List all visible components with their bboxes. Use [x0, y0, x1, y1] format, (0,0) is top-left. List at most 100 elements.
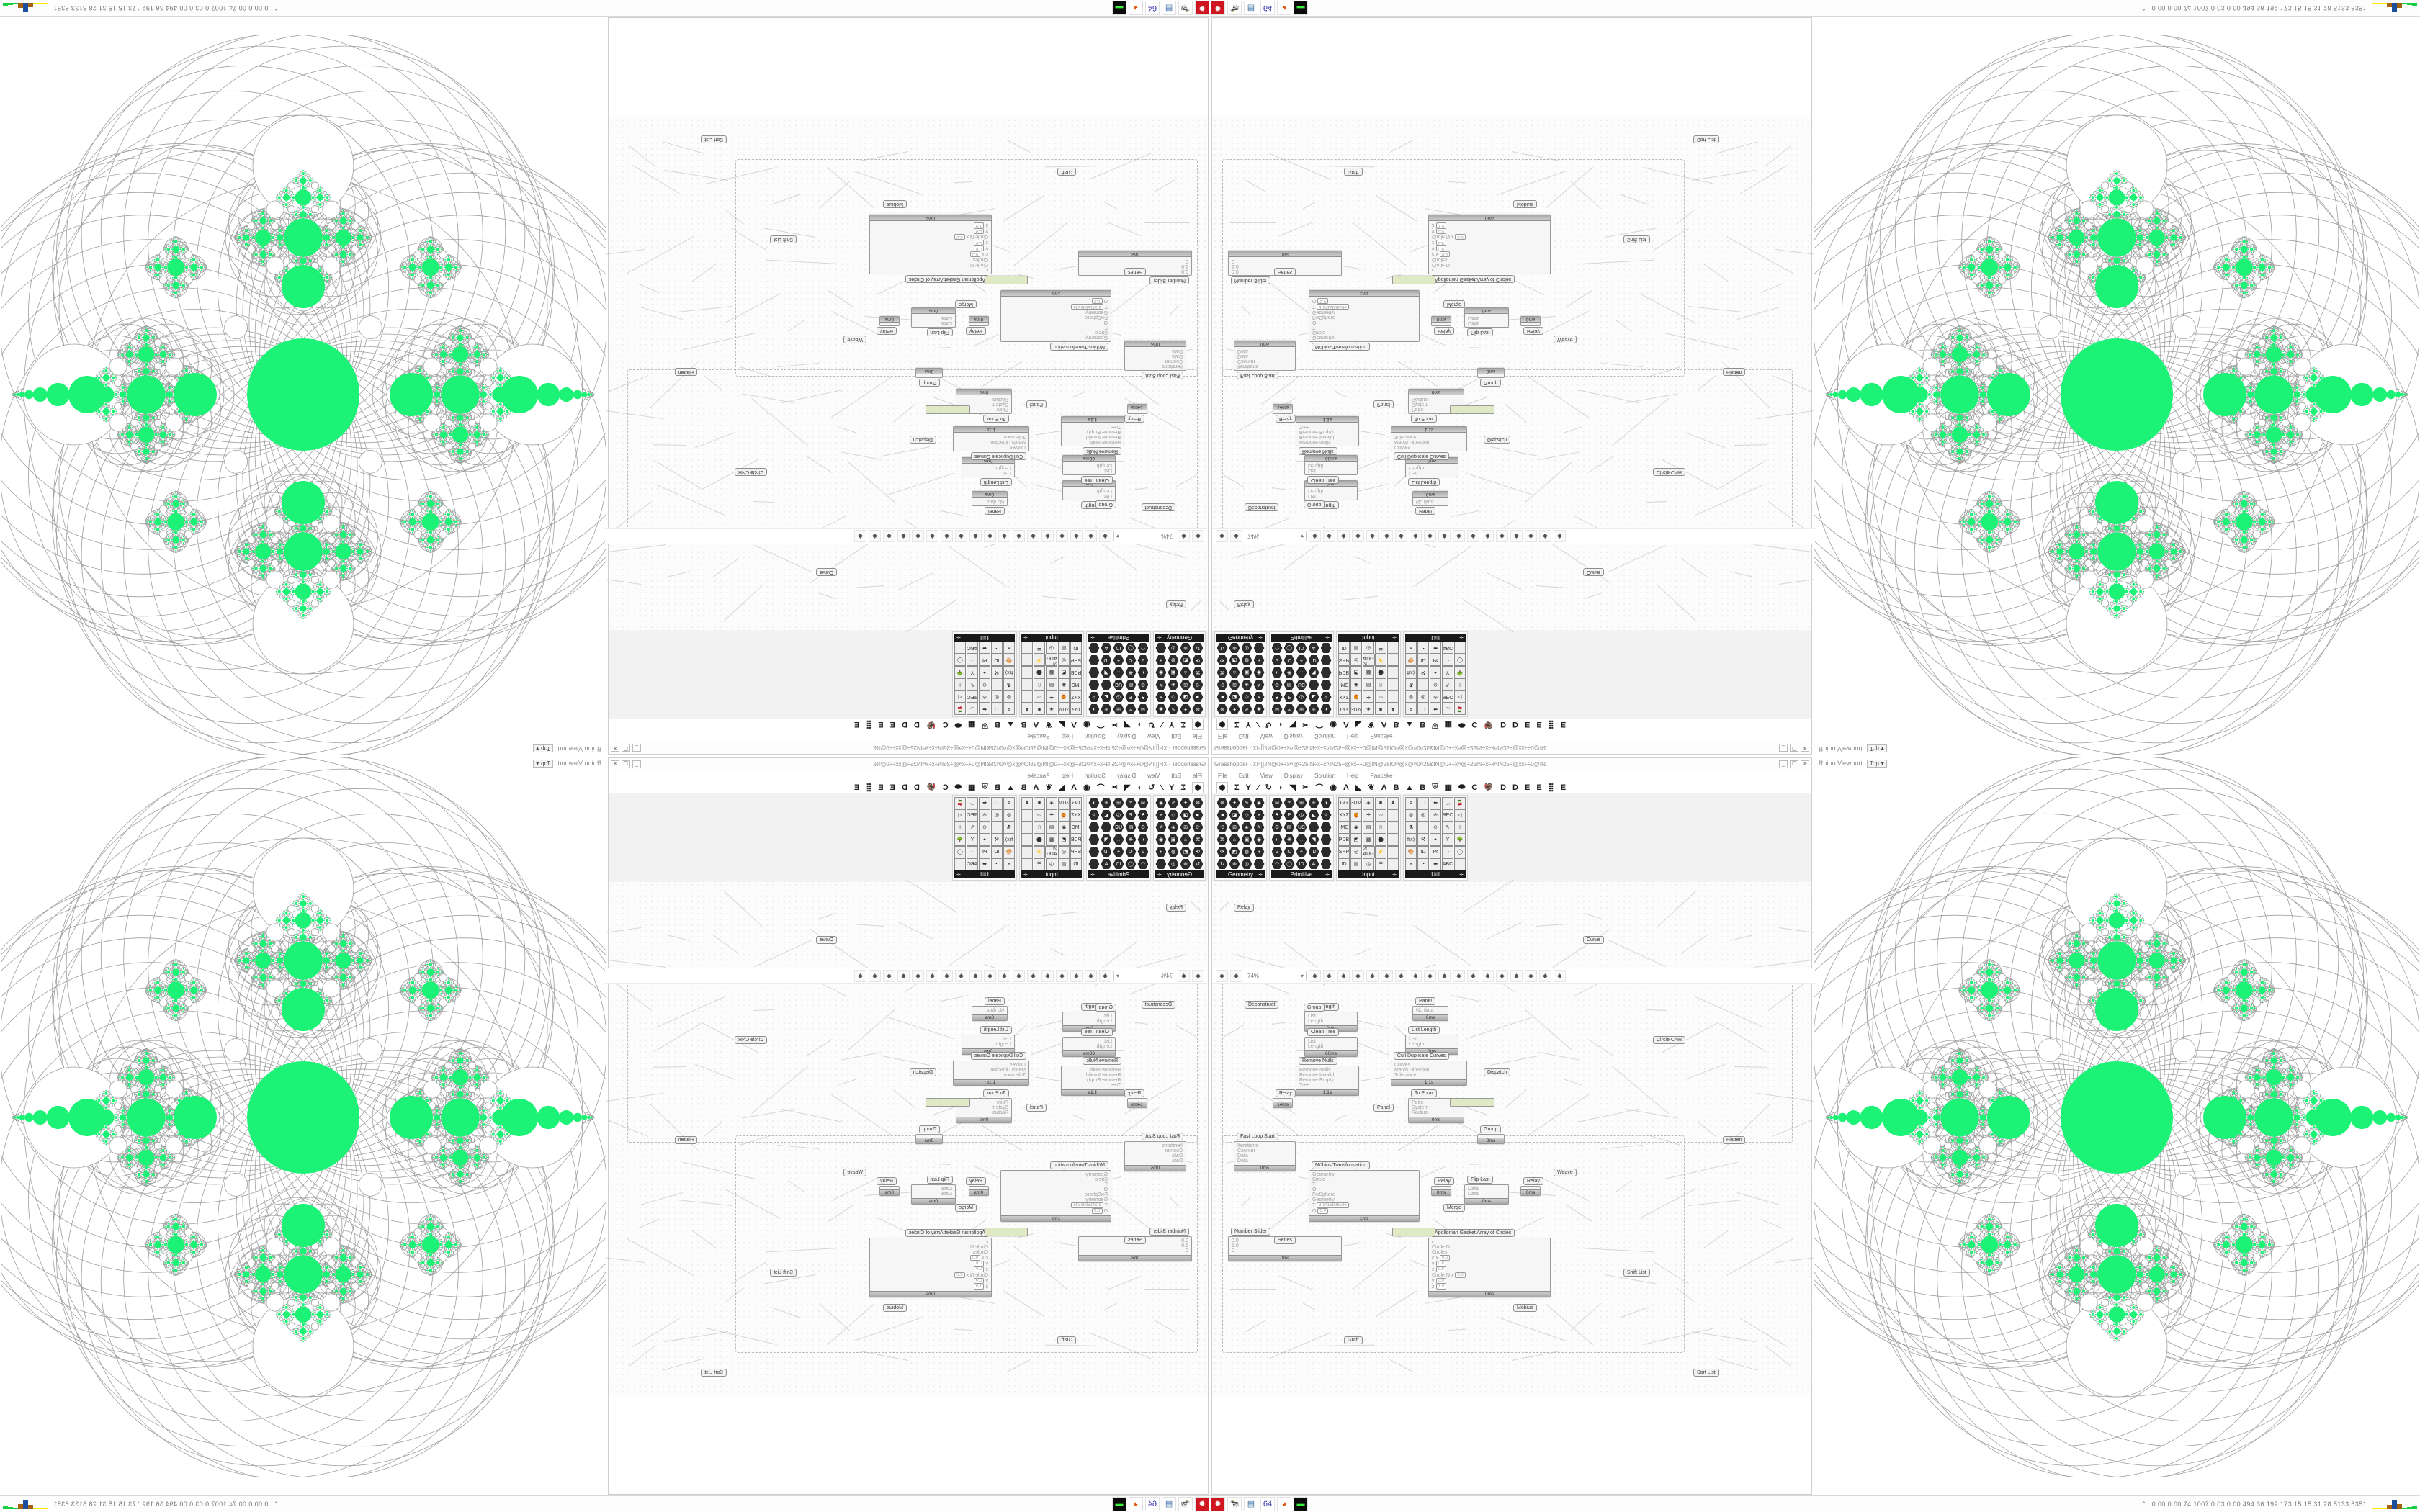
ribbon-button[interactable]: GG	[1070, 703, 1082, 716]
gh-component[interactable]: 0ms	[879, 316, 900, 326]
ribbon-button[interactable]: ⌐	[1417, 678, 1429, 691]
field-value[interactable]: 0.0	[974, 246, 985, 251]
gh-menu-display[interactable]: Display	[1117, 733, 1136, 739]
ribbon-button[interactable]: ▨	[1363, 678, 1374, 691]
field-value[interactable]: 0.0	[1455, 1272, 1466, 1278]
ribbon-expand-icon[interactable]: ✛	[1392, 872, 1397, 878]
gh-component[interactable]: 0ms	[1431, 1186, 1451, 1196]
gh-menu-pancake[interactable]: Pancake	[1371, 773, 1393, 779]
material-teal-icon[interactable]: ◆	[1510, 969, 1523, 982]
gh-component[interactable]: Data Data 0ms	[911, 1184, 956, 1205]
ribbon-panel-util[interactable]: A ◍ ⚗ f(x) 🎨 ✕ C ◎ ⌐ ⚒ ID ◔ ⬅ ⊘ ⊙ ◓ Pr ⬅ ◡ REC ✎ Y ◔ ABC 🍒 ◁ ⊹ 🌳 ◯ Ut…	[1403, 631, 1468, 717]
brain-tab[interactable]: ❦	[1045, 720, 1052, 729]
help-icon[interactable]: ◆	[984, 969, 996, 982]
node-caption[interactable]: Möbius Transformation	[1049, 1161, 1108, 1169]
material-orange-icon[interactable]: ◆	[1539, 969, 1551, 982]
ribbon-button[interactable]: 🌳	[1454, 666, 1466, 679]
node-caption[interactable]: Fast Loop Start	[1142, 372, 1183, 379]
transform-tab[interactable]: ⌒	[1315, 782, 1323, 793]
help-icon[interactable]: ◆	[1424, 530, 1436, 543]
grasshopper-window[interactable]: Grasshopper - XH[].IN@0+÷x¤@÷25IN÷x÷x¤IN…	[565, 757, 1209, 1495]
node-caption[interactable]: Number Slider	[1231, 276, 1270, 284]
shade-icon[interactable]: ◆	[1467, 530, 1479, 543]
ribbon-button[interactable]: ◪	[1229, 809, 1240, 821]
ribbon-button[interactable]	[1320, 834, 1332, 845]
ribbon-button[interactable]: 🍒	[954, 796, 966, 809]
gh-menu-help[interactable]: Help	[1347, 773, 1358, 779]
gh-component[interactable]: Iterations Counter Data Data 0ms	[1234, 1141, 1296, 1171]
component-param[interactable]: Match Direction	[1394, 439, 1464, 444]
shade-icon[interactable]: ◆	[941, 530, 953, 543]
ribbon-button[interactable]: ⊞	[1113, 798, 1124, 809]
e-tab[interactable]: E	[890, 783, 895, 792]
component-param[interactable]: T	[1004, 1182, 1108, 1187]
maximize-button[interactable]: ❐	[1790, 760, 1798, 768]
dots-tab[interactable]: ⣿	[1549, 720, 1554, 729]
ribbon-button[interactable]: ◈	[1156, 704, 1167, 715]
ribbon-button[interactable]	[1089, 822, 1100, 833]
ribbon-button[interactable]: ⟳	[1216, 846, 1228, 858]
ribbon-button[interactable]: ◄	[1216, 809, 1228, 821]
gh-component[interactable]: Remove Nulls Remove Invalid Remove Empty Tr…	[1296, 416, 1359, 446]
ribbon-button[interactable]: ◯	[1454, 845, 1466, 858]
ribbon-button[interactable]: ◔	[991, 858, 1003, 870]
gh-menu-display[interactable]: Display	[1284, 733, 1303, 739]
ribbon-button[interactable]: ⚗	[1405, 678, 1417, 691]
ribbon-button[interactable]	[1089, 847, 1100, 858]
ribbon-button[interactable]: C	[1284, 655, 1295, 666]
extrude-icon[interactable]: ◆	[1056, 530, 1068, 543]
component-param[interactable]: List	[1308, 468, 1354, 473]
ribbon-panel-input[interactable]: GG XYZ IMG PDB SHP ID 3DM 🍯 ◉ ◩ ◎ ▤ ◈ ✛ ▨ ▩ 20 AUG ◷ ■ 〰 ▯ ⬤ ⚡…	[1019, 795, 1084, 881]
node-caption[interactable]: Flatten	[1723, 368, 1746, 376]
zoom-level-field[interactable]: 74% ▾	[1113, 531, 1175, 542]
ribbon-button[interactable]: ⊛	[1180, 643, 1191, 654]
node-caption[interactable]: Series	[1124, 268, 1146, 276]
node-caption[interactable]: Panel	[985, 997, 1005, 1005]
component-param[interactable]: FixSphere	[1004, 1192, 1108, 1197]
maths-tab[interactable]: Σ	[1180, 783, 1186, 792]
ribbon-button[interactable]: ◷	[1296, 809, 1307, 821]
ribbon-button[interactable]: Pr	[979, 845, 990, 858]
component-param[interactable]: Circle N	[873, 262, 988, 267]
ribbon-button[interactable]: ◷	[1113, 692, 1124, 703]
ribbon-button[interactable]: ⚒	[991, 833, 1003, 846]
canvas-group[interactable]	[1222, 1135, 1685, 1353]
component-param[interactable]: Data	[1468, 320, 1505, 325]
ribbon-button[interactable]: ✦	[1229, 704, 1240, 715]
component-param[interactable]: Match Direction	[1394, 1068, 1464, 1073]
node-caption[interactable]: Dispatch	[909, 1068, 936, 1076]
ribbon-button[interactable]	[1454, 642, 1466, 654]
mesh-tab[interactable]: ◥	[1124, 720, 1130, 729]
component-param[interactable]: Geometry	[1312, 1172, 1416, 1177]
ribbon-button[interactable]: f(x)	[1003, 833, 1015, 846]
ribbon-button[interactable]	[1387, 858, 1399, 870]
ribbon-button[interactable]: ✧	[1321, 692, 1332, 703]
ribbon-button[interactable]: ⬇	[1021, 796, 1033, 809]
component-param[interactable]: Curves	[956, 1063, 1026, 1068]
ribbon-button[interactable]: ◓	[1430, 833, 1441, 846]
ribbon-button[interactable]: PDB	[1070, 833, 1083, 846]
component-param[interactable]: Data	[915, 1187, 952, 1192]
brain-tab[interactable]: ❦	[1045, 783, 1052, 792]
node-caption[interactable]: Fast Loop Start	[1237, 372, 1278, 379]
ribbon-button[interactable]: ID	[1296, 858, 1307, 870]
gh-menu-edit[interactable]: Edit	[1239, 773, 1249, 779]
render-red-icon[interactable]: ◆	[1496, 969, 1508, 982]
grasshopper-ribbon[interactable]: ⊛ ◄ ⟲ ⌘ ⟳ ↻ ✦ ◪ ⊞ ⌂ ◩ ⊛ ✎ ◇ ◈ ▣ ◍ ◎ ◈ ✕ ✎ ◉ ◖ Geometry ✛ M ⚑ ⚙ ◐ ⊿ ◠ ⟡ P…	[609, 793, 1208, 882]
node-caption[interactable]: Relay	[966, 1177, 986, 1185]
ribbon-button[interactable]: ✦	[1180, 704, 1191, 715]
component-param[interactable]: List	[1066, 1039, 1112, 1044]
component-param[interactable]: Circles	[1432, 1250, 1547, 1255]
ribbon-button[interactable]: A	[1003, 796, 1015, 809]
component-param[interactable]: Data	[1128, 354, 1183, 359]
ribbon-button[interactable]: C	[1417, 703, 1429, 716]
node-caption[interactable]: Number Slider	[1150, 276, 1189, 284]
ribbon-button[interactable]: ◎	[1417, 690, 1429, 703]
leaf-tab[interactable]: ◣	[1059, 783, 1065, 792]
ribbon-button[interactable]: ■	[1375, 796, 1386, 809]
bird-tab[interactable]: 🦃	[1484, 720, 1494, 729]
ribbon-button[interactable]: ◔	[1417, 858, 1429, 870]
ribbon-button[interactable]: ◖	[1156, 655, 1167, 666]
grasshopper-ribbon[interactable]: ⊛ ◄ ⟲ ⌘ ⟳ ↻ ✦ ◪ ⊞ ⌂ ◩ ⊛ ✎ ◇ ◈ ▣ ◍ ◎ ◈ ✕ ✎ ◉ ◖ Geometry ✛ M ⚑ ⚙ ◐ ⊿ ◠ ⟡ P…	[1212, 793, 1811, 882]
component-param[interactable]: O	[1004, 320, 1108, 325]
